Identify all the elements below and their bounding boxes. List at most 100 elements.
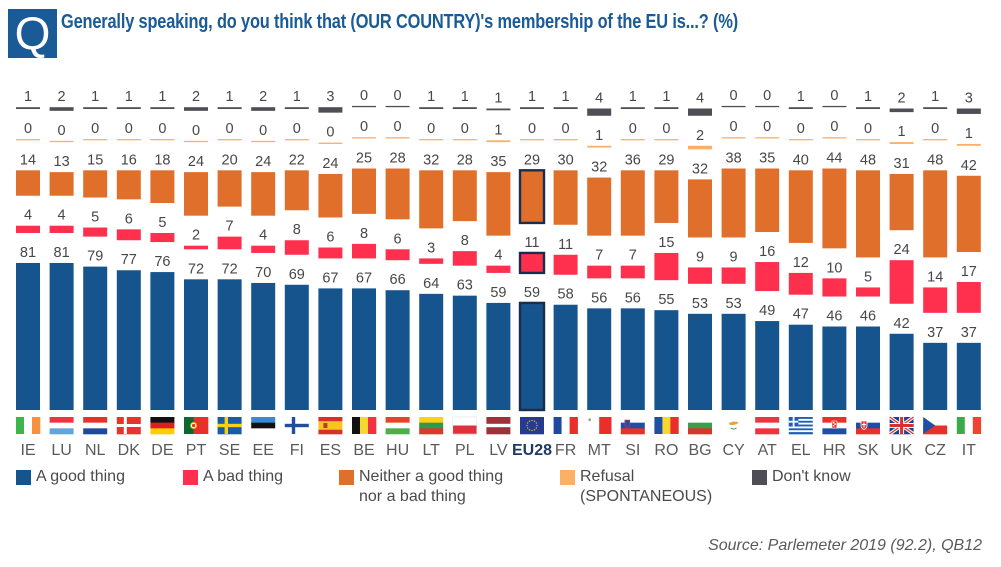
bar-neither-el bbox=[788, 170, 813, 243]
data-label-dont-know: 2 bbox=[58, 89, 66, 105]
data-label-good: 81 bbox=[20, 245, 36, 261]
data-label-dont-know: 0 bbox=[394, 88, 402, 104]
germany-flag-icon bbox=[150, 417, 175, 435]
bar-column-be: 67 8 25 0 0 bbox=[352, 88, 376, 410]
bar-good-at bbox=[755, 321, 780, 410]
bar-column-uk: 42 24 31 1 2 bbox=[889, 91, 914, 410]
bar-good-mt bbox=[587, 308, 612, 410]
bar-dont-know-ie bbox=[16, 107, 40, 110]
eu-flag-icon bbox=[520, 417, 544, 435]
bar-refusal-pl bbox=[452, 139, 477, 141]
belgium-flag-icon bbox=[352, 417, 377, 434]
bar-dont-know-fr bbox=[553, 107, 578, 110]
data-label-dont-know: 1 bbox=[461, 89, 469, 105]
bar-bad-cy bbox=[721, 267, 746, 284]
bar-bad-dk bbox=[116, 229, 141, 241]
bar-column-lv: 59 4 35 1 1 bbox=[486, 91, 511, 410]
data-label-good: 79 bbox=[87, 249, 103, 265]
bar-bad-sk bbox=[856, 287, 880, 297]
bar-bad-ie bbox=[16, 225, 40, 233]
bar-refusal-ie bbox=[16, 139, 40, 141]
bar-refusal-dk bbox=[116, 139, 141, 141]
data-label-good: 37 bbox=[961, 325, 977, 341]
bar-neither-eu28 bbox=[518, 169, 546, 225]
bar-dont-know-ee bbox=[251, 107, 276, 111]
data-label-good: 64 bbox=[423, 276, 439, 292]
q-letter: Q bbox=[14, 7, 51, 59]
data-label-dont-know: 0 bbox=[763, 88, 771, 104]
data-label-refusal: 0 bbox=[427, 121, 435, 137]
bar-column-lu: 81 4 13 0 2 bbox=[49, 89, 74, 410]
bar-bad-si bbox=[620, 265, 645, 279]
bar-bad-eu28 bbox=[518, 251, 546, 275]
legend-label-line2: nor a bad thing bbox=[359, 488, 466, 505]
legend-label-line2: (SPONTANEOUS) bbox=[580, 488, 713, 505]
bar-good-ee bbox=[251, 282, 276, 410]
bar-neither-dk bbox=[116, 170, 141, 200]
bar-column-hr: 46 10 44 0 0 bbox=[822, 88, 847, 410]
data-label-dont-know: 1 bbox=[562, 89, 570, 105]
bar-good-fr bbox=[553, 304, 578, 410]
data-label-bad: 9 bbox=[696, 249, 704, 265]
bar-refusal-hr bbox=[822, 137, 847, 139]
category-label-at: AT bbox=[758, 442, 777, 459]
data-label-neither: 38 bbox=[726, 151, 742, 167]
bar-good-ro bbox=[654, 310, 679, 410]
bar-refusal-de bbox=[150, 139, 175, 141]
data-label-good: 66 bbox=[390, 272, 406, 288]
data-label-bad: 3 bbox=[427, 240, 435, 256]
data-label-bad: 4 bbox=[24, 208, 32, 224]
slovenia-flag-icon bbox=[620, 417, 645, 435]
data-label-neither: 35 bbox=[490, 154, 506, 170]
data-label-dont-know: 1 bbox=[293, 89, 301, 105]
data-label-bad: 15 bbox=[658, 235, 674, 251]
data-label-neither: 36 bbox=[625, 152, 641, 168]
bar-neither-pl bbox=[452, 170, 477, 222]
bar-refusal-nl bbox=[83, 139, 108, 141]
data-label-refusal: 0 bbox=[830, 119, 838, 135]
legend-label: Neither a good thing bbox=[359, 468, 504, 485]
italy-flag-icon bbox=[956, 417, 982, 434]
data-label-refusal: 0 bbox=[562, 121, 570, 137]
category-label-ee: EE bbox=[253, 442, 274, 459]
bar-dont-know-cy bbox=[721, 105, 746, 108]
data-label-neither: 44 bbox=[826, 151, 842, 167]
category-label-cz: CZ bbox=[925, 442, 947, 459]
data-label-neither: 31 bbox=[894, 156, 910, 172]
data-label-dont-know: 0 bbox=[360, 88, 368, 104]
bar-column-ee: 70 4 24 0 2 bbox=[251, 89, 276, 410]
data-label-bad: 9 bbox=[730, 249, 738, 265]
bar-column-bg: 53 9 32 2 4 bbox=[688, 91, 712, 410]
bar-column-pl: 63 8 28 0 1 bbox=[452, 89, 477, 410]
data-label-refusal: 0 bbox=[91, 121, 99, 137]
bar-neither-es bbox=[318, 173, 343, 218]
data-label-good: 56 bbox=[591, 290, 607, 306]
data-label-good: 59 bbox=[524, 285, 540, 301]
data-label-refusal: 0 bbox=[730, 119, 738, 135]
data-label-bad: 7 bbox=[226, 219, 234, 235]
data-label-dont-know: 1 bbox=[226, 89, 234, 105]
data-label-good: 77 bbox=[121, 252, 137, 268]
hungary-flag-icon bbox=[385, 417, 410, 435]
data-label-neither: 48 bbox=[860, 152, 876, 168]
bulgaria-flag-icon bbox=[688, 417, 712, 435]
category-label-lv: LV bbox=[489, 442, 508, 459]
bar-refusal-at bbox=[755, 137, 780, 139]
bar-good-pl bbox=[452, 295, 477, 410]
data-label-dont-know: 1 bbox=[427, 89, 435, 105]
legend-swatch-bad bbox=[183, 470, 198, 485]
data-label-bad: 11 bbox=[524, 235, 539, 251]
bar-bad-lv bbox=[486, 265, 511, 273]
bar-dont-know-ro bbox=[654, 107, 679, 110]
estonia-flag-icon bbox=[251, 417, 276, 435]
category-label-ie: IE bbox=[20, 442, 35, 459]
data-label-refusal: 0 bbox=[864, 121, 872, 137]
data-label-bad: 6 bbox=[125, 211, 133, 227]
bar-bad-de bbox=[150, 232, 175, 243]
bar-refusal-ee bbox=[251, 140, 276, 143]
data-label-bad: 17 bbox=[961, 264, 977, 280]
data-label-dont-know: 0 bbox=[830, 88, 838, 104]
data-label-neither: 28 bbox=[457, 152, 473, 168]
bar-neither-ro bbox=[654, 170, 679, 223]
